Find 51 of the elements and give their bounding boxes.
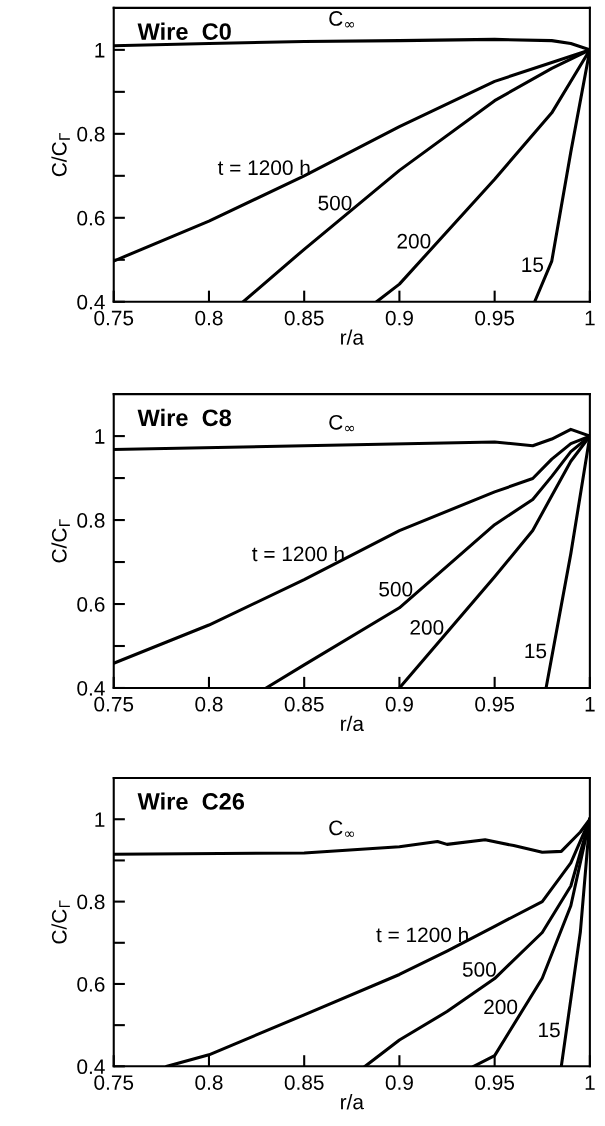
- x-tick-label: 1: [585, 1075, 595, 1090]
- series-label: C$_{∞}$: [329, 820, 355, 837]
- y-tick-label: 0.6: [77, 210, 105, 226]
- series-label: 200: [484, 999, 518, 1015]
- x-tick-label: 0.95: [475, 310, 515, 326]
- x-tick-label: 0.95: [475, 696, 515, 712]
- y-tick-label: 0.8: [77, 126, 105, 142]
- series-label: 15: [539, 1022, 560, 1038]
- series-label: 15: [522, 257, 544, 273]
- series-label: 500: [379, 581, 413, 597]
- x-tick-label: 0.75: [94, 1075, 134, 1090]
- x-tick-label: 0.9: [385, 1075, 413, 1090]
- x-tick-label: 0.9: [385, 696, 413, 712]
- x-tick-label: 0.8: [195, 1075, 223, 1090]
- y-tick-label: 0.8: [77, 894, 105, 910]
- series-label: 200: [410, 620, 444, 635]
- x-tick-label: 1: [585, 697, 595, 712]
- series-label: C$_{∞}$: [329, 11, 355, 28]
- series-label: 500: [462, 962, 496, 977]
- x-axis-title: r/a: [341, 329, 364, 345]
- x-axis-title: r/a: [341, 1094, 364, 1110]
- y-tick-label: 1: [95, 43, 105, 58]
- y-axis-title: C/C$_{Γ}$: [51, 133, 70, 177]
- x-tick-label: 0.75: [94, 696, 134, 712]
- x-tick-label: 0.95: [475, 1075, 515, 1090]
- y-axis-title: C/C$_{Γ}$: [51, 900, 70, 944]
- x-tick-label: 0.85: [284, 310, 324, 326]
- y-tick-label: 0.4: [77, 680, 105, 696]
- x-tick-label: 0.85: [284, 1075, 324, 1090]
- y-tick-label: 0.6: [77, 597, 105, 612]
- x-tick-label: 0.75: [94, 310, 134, 326]
- chart-title: Wire C26: [137, 792, 245, 810]
- y-tick-label: 0.4: [77, 294, 105, 310]
- chart-title: Wire C0: [137, 22, 231, 40]
- y-axis-title: C/C$_{Γ}$: [51, 519, 70, 563]
- x-tick-label: 0.85: [284, 696, 324, 712]
- y-tick-label: 0.4: [77, 1059, 105, 1075]
- chart-title: Wire C8: [137, 408, 232, 427]
- x-tick-label: 0.8: [195, 310, 223, 326]
- x-axis-title: r/a: [341, 715, 364, 732]
- y-tick-label: 0.6: [77, 976, 105, 992]
- series-label: C$_{∞}$: [329, 414, 355, 432]
- y-tick-label: 1: [95, 429, 105, 444]
- y-tick-label: 0.8: [77, 513, 105, 528]
- x-tick-label: 0.9: [385, 310, 413, 326]
- y-tick-label: 1: [95, 812, 105, 827]
- series-label: 15: [525, 643, 547, 659]
- series-label: 500: [318, 195, 352, 211]
- x-tick-label: 1: [585, 310, 595, 326]
- x-tick-label: 0.8: [195, 696, 223, 712]
- series-label: 200: [397, 233, 431, 249]
